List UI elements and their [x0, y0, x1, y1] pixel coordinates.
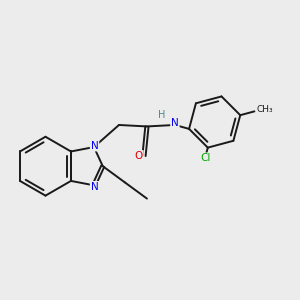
Text: N: N [91, 182, 98, 192]
Text: O: O [135, 151, 143, 161]
Text: N: N [91, 141, 98, 151]
Text: H: H [158, 110, 165, 120]
Text: N: N [171, 118, 179, 128]
Text: Cl: Cl [200, 153, 211, 163]
Text: CH₃: CH₃ [256, 105, 273, 114]
